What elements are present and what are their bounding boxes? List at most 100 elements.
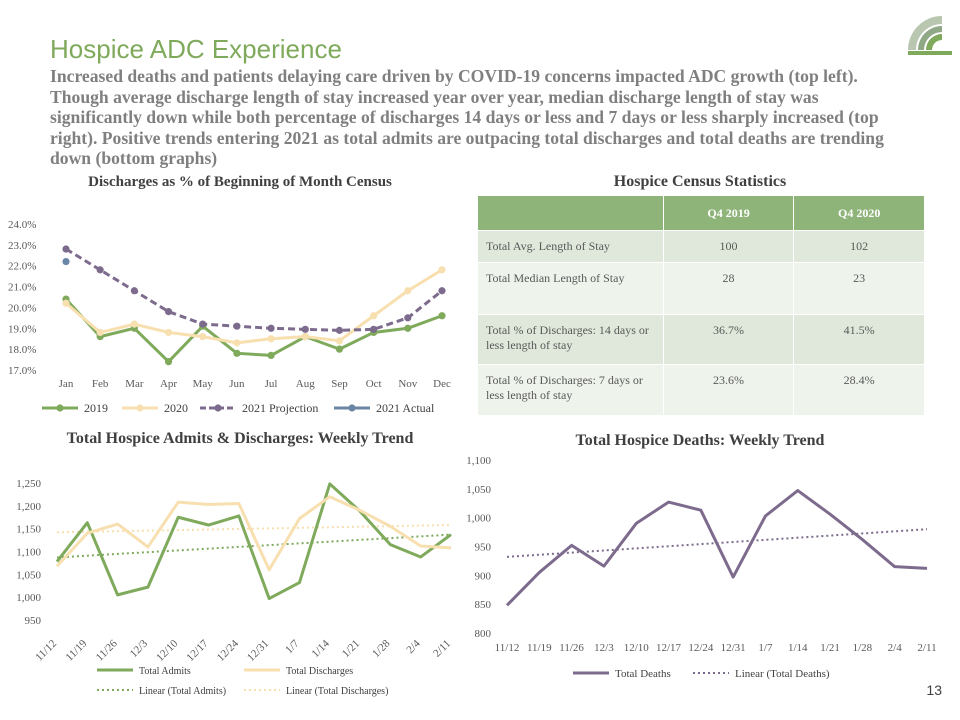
- data-point: [233, 339, 241, 347]
- chart2-title: Total Hospice Admits & Discharges: Weekl…: [66, 430, 414, 447]
- legend-label: Linear (Total Admits): [139, 686, 226, 697]
- legend-label: Linear (Total Discharges): [286, 686, 388, 697]
- row-value-2020: 28.4%: [793, 364, 924, 415]
- data-point: [404, 324, 412, 332]
- table-row: Total % of Discharges: 7 days or less le…: [478, 364, 924, 415]
- x-tick-label: 1/21: [340, 638, 362, 660]
- table-row: Total Avg. Length of Stay 100 102: [478, 230, 924, 263]
- legend-label: Total Discharges: [286, 666, 353, 677]
- x-tick-label: May: [193, 378, 214, 390]
- slide-subtitle: Increased deaths and patients delaying c…: [50, 66, 884, 168]
- data-point: [199, 333, 207, 341]
- y-tick-label: 23.0%: [8, 240, 36, 252]
- x-tick-label: 11/12: [33, 638, 59, 664]
- data-point: [267, 351, 275, 359]
- data-point: [301, 333, 309, 341]
- row-value-2020: 23: [793, 262, 924, 315]
- y-tick-label: 20.0%: [8, 302, 36, 314]
- y-tick-label: 1,200: [16, 501, 41, 513]
- x-tick-label: 12/17: [656, 642, 682, 654]
- x-tick-label: 11/12: [495, 642, 520, 654]
- x-tick-label: Sep: [331, 378, 348, 390]
- x-tick-label: 1/28: [853, 642, 873, 654]
- y-tick-label: 950: [25, 615, 42, 627]
- data-point: [130, 320, 138, 328]
- series-line: [55, 495, 452, 572]
- series-line: [55, 482, 452, 601]
- row-value-2019: 36.7%: [663, 314, 795, 365]
- data-point: [335, 337, 344, 345]
- legend-marker: [348, 404, 356, 412]
- data-point: [370, 325, 378, 333]
- row-value-2019: 23.6%: [663, 364, 795, 415]
- y-tick-label: 24.0%: [8, 219, 36, 231]
- data-point: [301, 325, 309, 333]
- x-tick-label: Dec: [433, 378, 451, 390]
- data-point: [62, 257, 70, 266]
- data-point: [96, 328, 104, 337]
- x-tick-label: Mar: [125, 378, 144, 390]
- data-point: [335, 326, 344, 334]
- table-header-q4-2020: Q4 2020: [793, 196, 924, 231]
- y-tick-label: 1,000: [16, 592, 41, 604]
- x-tick-label: 12/17: [184, 637, 211, 664]
- x-tick-label: 11/19: [64, 637, 90, 663]
- data-point: [438, 312, 446, 320]
- y-tick-label: 950: [475, 542, 492, 554]
- x-tick-label: Feb: [92, 378, 109, 390]
- x-tick-label: 12/10: [624, 642, 650, 654]
- y-tick-label: 1,050: [16, 569, 41, 581]
- data-point: [199, 320, 207, 328]
- data-point: [267, 335, 275, 343]
- data-point: [438, 287, 446, 295]
- row-value-2019: 100: [663, 230, 795, 263]
- data-point: [404, 287, 412, 295]
- x-tick-label: 1/14: [788, 642, 808, 654]
- x-tick-label: 12/31: [721, 642, 746, 654]
- row-label: Total Avg. Length of Stay: [478, 230, 664, 263]
- x-tick-label: 2/11: [431, 638, 453, 660]
- y-tick-label: 18.0%: [8, 344, 36, 356]
- trendline: [56, 524, 452, 534]
- legend-marker: [136, 404, 144, 412]
- legend-label: 2020: [164, 401, 188, 415]
- x-tick-label: 12/3: [594, 642, 614, 654]
- x-tick-label: 11/26: [94, 637, 120, 663]
- row-label: Total Median Length of Stay: [478, 262, 664, 315]
- data-point: [62, 245, 70, 253]
- data-point: [404, 314, 412, 322]
- series-line: [65, 247, 443, 332]
- trendline: [56, 533, 452, 559]
- x-tick-label: Jan: [59, 378, 74, 390]
- legend-marker: [214, 404, 222, 412]
- y-tick-label: 1,150: [16, 524, 41, 536]
- x-tick-label: 12/10: [154, 637, 181, 664]
- data-point: [164, 308, 173, 316]
- table-row: Total % of Discharges: 14 days or less l…: [478, 314, 924, 365]
- company-logo-icon: [908, 16, 952, 55]
- census-table-title: Hospice Census Statistics: [613, 173, 787, 190]
- y-tick-label: 1,100: [16, 547, 41, 559]
- x-tick-label: Oct: [366, 378, 382, 390]
- row-label: Total % of Discharges: 7 days or less le…: [478, 364, 664, 415]
- legend-marker: [56, 404, 64, 412]
- series-line: [65, 268, 443, 345]
- data-point: [96, 266, 104, 274]
- x-tick-label: 2/4: [404, 637, 423, 656]
- x-tick-label: Nov: [398, 378, 417, 390]
- y-tick-label: 1,100: [466, 455, 491, 467]
- x-tick-label: 12/3: [128, 637, 151, 660]
- y-tick-label: 850: [475, 599, 492, 611]
- row-value-2020: 41.5%: [793, 314, 924, 365]
- slide-title: Hospice ADC Experience: [50, 34, 342, 64]
- x-tick-label: Apr: [160, 378, 177, 390]
- legend-label: 2019: [84, 401, 108, 415]
- legend-label: Total Deaths: [615, 668, 671, 680]
- data-point: [335, 345, 344, 353]
- legend-label: 2021 Actual: [376, 401, 435, 415]
- row-label: Total % of Discharges: 14 days or less l…: [478, 314, 664, 365]
- data-point: [233, 349, 241, 357]
- table-row: Total Median Length of Stay 28 23: [478, 262, 924, 315]
- chart3-title: Total Hospice Deaths: Weekly Trend: [575, 432, 825, 449]
